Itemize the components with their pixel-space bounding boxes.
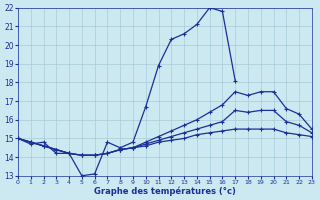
- X-axis label: Graphe des températures (°c): Graphe des températures (°c): [94, 186, 236, 196]
